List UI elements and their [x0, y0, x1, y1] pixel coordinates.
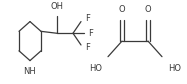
Text: F: F — [85, 14, 90, 23]
Text: O: O — [145, 5, 151, 14]
Text: O: O — [119, 5, 125, 14]
Text: HO: HO — [89, 64, 102, 72]
Text: F: F — [85, 43, 90, 52]
Text: NH: NH — [24, 67, 36, 76]
Text: HO: HO — [168, 64, 181, 72]
Text: F: F — [88, 29, 93, 38]
Text: OH: OH — [50, 2, 64, 11]
